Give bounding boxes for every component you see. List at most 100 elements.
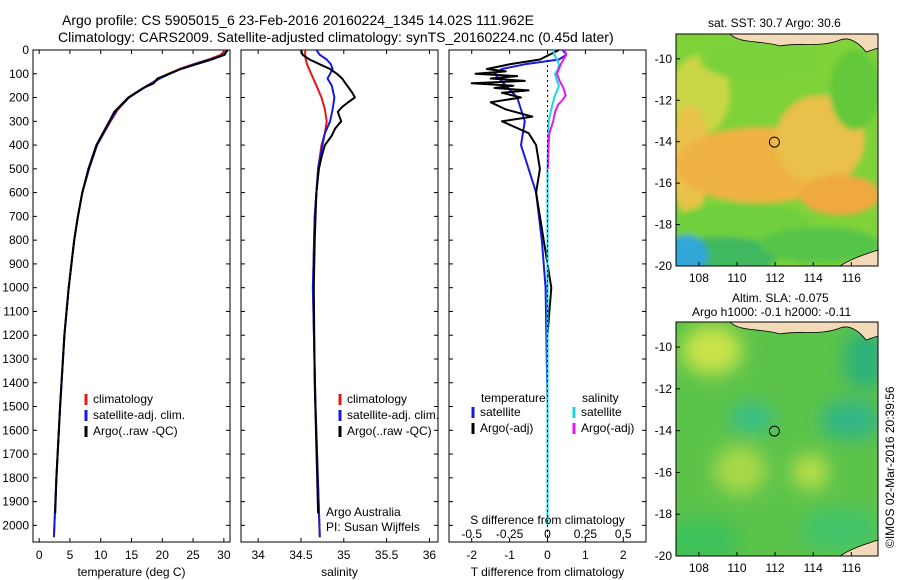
y-tick-label: 800 — [9, 233, 29, 247]
y-tick-label: 1400 — [2, 376, 29, 390]
sla-blob — [800, 508, 878, 552]
sla-map-subtitle: Argo h1000: -0.1 h2000: -0.11 — [692, 305, 852, 319]
map-y-tick-label: -18 — [655, 218, 673, 232]
map-y-tick-label: -16 — [655, 176, 673, 190]
diff-legend-label: satellite — [581, 405, 622, 419]
temperature-plot-frame — [32, 49, 231, 543]
y-tick-label: 500 — [9, 162, 29, 176]
y-tick-label: 100 — [9, 67, 29, 81]
sla-heatmap — [675, 321, 879, 557]
difference-series-sal_argo — [546, 49, 568, 169]
x-tick-label: 2 — [620, 548, 627, 562]
y-tick-label: 2000 — [2, 518, 29, 532]
map-y-tick-label: -20 — [655, 549, 673, 563]
y-tick-label: 1300 — [2, 352, 29, 366]
sst-blob — [676, 235, 708, 266]
map-x-tick-label: 110 — [727, 271, 746, 285]
s-diff-axis-label: S difference from climatology — [470, 513, 625, 527]
map-y-tick-label: -14 — [655, 424, 673, 438]
diff-legend-group-title: salinity — [582, 391, 619, 405]
salinity-legend-label: Argo(..raw -QC) — [347, 424, 432, 438]
x-tick-label: 5 — [67, 548, 74, 562]
sla-map-title: Altim. SLA: -0.075 — [732, 291, 829, 305]
salinity-x-axis-label: salinity — [321, 565, 358, 579]
sst-heatmap — [675, 33, 879, 267]
s-diff-tick-label: 0.25 — [574, 527, 598, 541]
s-diff-tick-label: -0.25 — [496, 527, 524, 541]
sst-coastline-south — [839, 249, 878, 266]
y-tick-label: 1000 — [2, 281, 29, 295]
sla-blob — [820, 400, 878, 440]
map-x-tick-label: 114 — [804, 271, 823, 285]
argo-location-marker — [768, 425, 780, 437]
figure-title-line2: Climatology: CARS2009. Satellite-adjuste… — [58, 29, 614, 45]
sst-blob — [830, 50, 878, 130]
difference-series-argo — [470, 49, 560, 336]
temperature-legend-label: Argo(..raw -QC) — [93, 424, 178, 438]
diff-legend-label: Argo(-adj) — [581, 421, 634, 435]
temperature-legend-label: satellite-adj. clim. — [93, 408, 185, 422]
x-tick-label: 36 — [423, 548, 437, 562]
map-x-tick-label: 112 — [766, 561, 785, 575]
map-y-tick-label: -16 — [655, 465, 673, 479]
x-tick-label: -2 — [466, 548, 477, 562]
y-tick-label: 0 — [22, 43, 29, 57]
x-tick-label: -1 — [504, 548, 515, 562]
map-x-tick-label: 116 — [842, 561, 861, 575]
temperature-panel: 0100200300400500600700800900100011001200… — [2, 43, 231, 579]
y-tick-label: 700 — [9, 209, 29, 223]
sst-blobs — [676, 40, 878, 266]
temperature-series-satellite — [52, 49, 229, 538]
map-x-tick-label: 108 — [689, 271, 709, 285]
sst-frame — [675, 33, 879, 267]
argo-location-marker — [768, 136, 780, 148]
map-y-tick-label: -20 — [655, 259, 673, 273]
difference-x-axis-label: T difference from climatology — [471, 565, 625, 579]
figure-title-line1: Argo profile: CS 5905015_6 23-Feb-2016 2… — [62, 12, 534, 28]
x-tick-label: 34 — [251, 548, 265, 562]
s-diff-tick-label: -0.5 — [461, 527, 482, 541]
map-x-tick-label: 110 — [727, 561, 746, 575]
x-tick-label: 1 — [582, 548, 589, 562]
sla-blob — [843, 330, 878, 390]
y-tick-label: 1100 — [3, 304, 29, 318]
sst-map-title: sat. SST: 30.7 Argo: 30.6 — [708, 16, 841, 30]
x-tick-label: 0 — [544, 548, 551, 562]
sla-coastline — [676, 322, 878, 341]
sst-axes: 108 110 112 114 116 -10 -12 -14 -16 -18 -20 — [655, 52, 862, 285]
x-tick-label: 25 — [186, 548, 200, 562]
temperature-legend-label: climatology — [93, 392, 153, 406]
institution-label: Argo Australia — [326, 505, 401, 519]
y-tick-label: 1800 — [2, 471, 29, 485]
map-y-tick-label: -10 — [655, 52, 673, 66]
y-tick-label: 1900 — [2, 495, 29, 509]
x-tick-label: 0 — [36, 548, 43, 562]
x-tick-label: 35.5 — [375, 548, 399, 562]
sla-coastline-south — [839, 539, 878, 556]
difference-series-satellite — [493, 49, 568, 526]
diff-legend-group-title: temperature — [481, 391, 546, 405]
y-tick-label: 900 — [9, 257, 29, 271]
s-diff-tick-label: 0 — [544, 527, 551, 541]
sst-coastline — [676, 34, 878, 53]
map-x-tick-label: 114 — [804, 561, 823, 575]
y-tick-label: 200 — [9, 91, 29, 105]
map-x-tick-label: 116 — [842, 271, 861, 285]
sla-blob — [714, 446, 766, 494]
x-tick-label: 15 — [125, 548, 139, 562]
salinity-plot-frame — [240, 49, 439, 543]
map-y-tick-label: -12 — [655, 382, 673, 396]
sla-blob — [792, 454, 828, 490]
salinity-panel: 34 34.5 35 35.5 36 salinity climatology satelli… — [240, 49, 439, 579]
sla-blob — [682, 325, 742, 375]
sla-blob — [676, 518, 740, 556]
pi-label: PI: Susan Wijffels — [326, 520, 420, 534]
s-diff-tick-label: 0.5 — [615, 527, 632, 541]
map-x-tick-label: 108 — [689, 561, 709, 575]
map-y-tick-label: -14 — [655, 135, 673, 149]
map-y-tick-label: -10 — [655, 340, 673, 354]
y-tick-label: 600 — [9, 186, 29, 200]
sla-axes: 108 110 112 114 116 -10 -12 -14 -16 -18 -20 — [655, 340, 862, 575]
y-tick-label: 300 — [9, 114, 29, 128]
